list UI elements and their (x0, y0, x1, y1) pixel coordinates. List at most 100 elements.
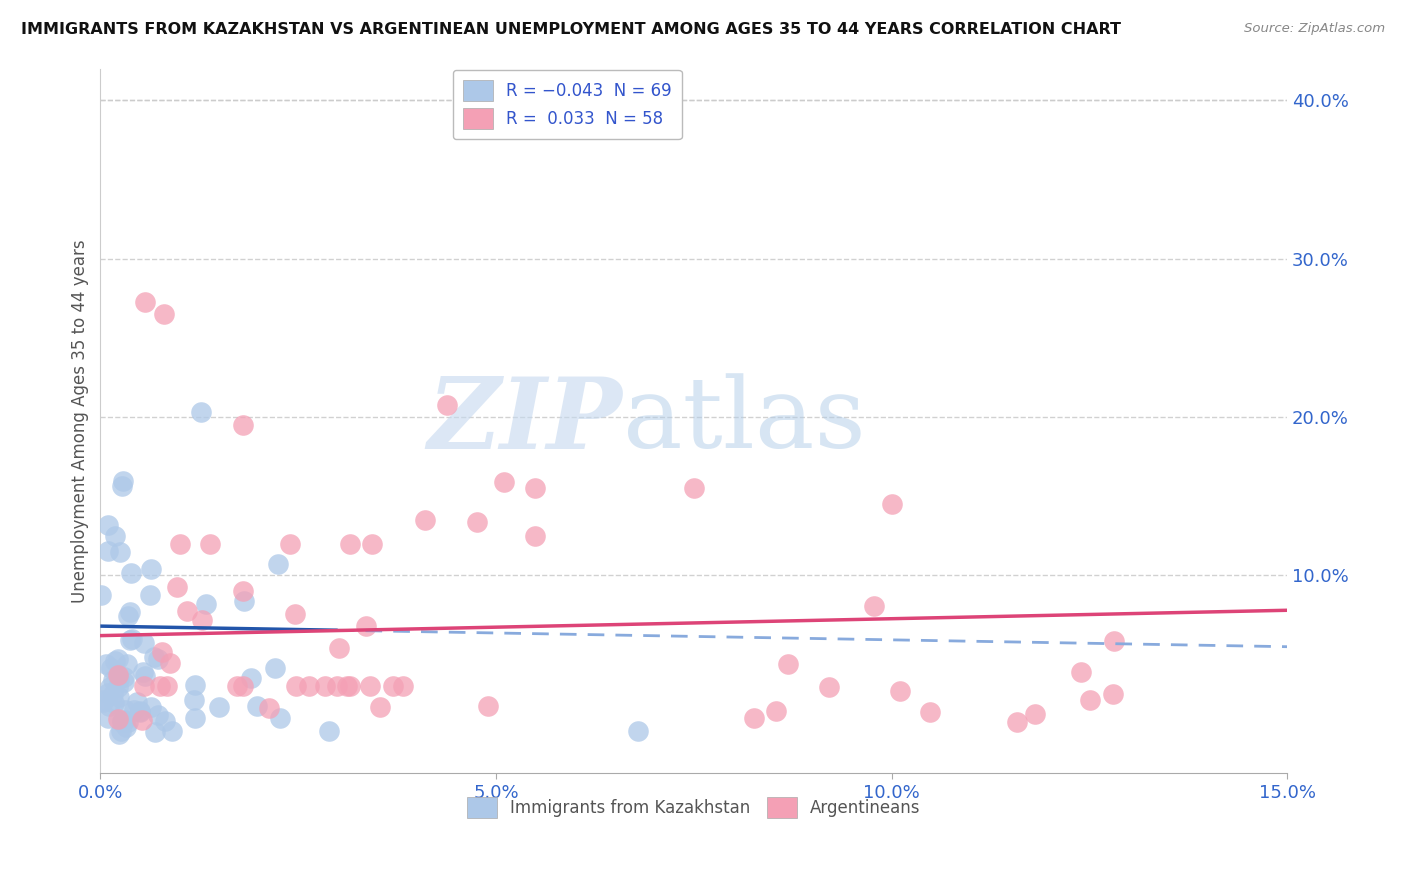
Point (183, 693, 205, 707)
Point (101, 687, 124, 701)
Point (354, 618, 377, 632)
Point (117, 714, 139, 729)
Point (121, 632, 143, 646)
Point (325, 679, 347, 693)
Point (436, 398, 458, 412)
Point (208, 700, 231, 714)
Point (524, 481, 547, 495)
Point (104, 529, 127, 543)
Point (339, 679, 361, 693)
Point (107, 652, 129, 666)
Point (98, 698, 121, 713)
Point (159, 656, 181, 670)
Point (269, 711, 291, 725)
Point (232, 679, 254, 693)
Point (91, 695, 114, 709)
Point (266, 558, 288, 572)
Point (232, 594, 254, 608)
Point (1078, 693, 1101, 707)
Point (104, 654, 127, 668)
Point (246, 698, 269, 713)
Point (880, 497, 903, 511)
Point (190, 405, 212, 419)
Point (114, 713, 136, 727)
Point (114, 703, 136, 717)
Point (149, 679, 172, 693)
Point (778, 657, 800, 672)
Point (97, 711, 120, 725)
Point (328, 641, 350, 656)
Point (162, 723, 184, 738)
Point (492, 475, 515, 490)
Point (1104, 633, 1126, 648)
Point (184, 711, 207, 725)
Point (166, 580, 188, 594)
Point (284, 607, 307, 621)
Point (232, 417, 254, 432)
Point (682, 481, 704, 495)
Point (107, 726, 129, 740)
Point (225, 679, 247, 693)
Point (132, 679, 155, 693)
Point (298, 679, 321, 693)
Point (148, 707, 170, 722)
Point (1005, 715, 1028, 730)
Point (108, 544, 131, 558)
Point (200, 537, 222, 551)
Point (129, 705, 152, 719)
Point (392, 679, 415, 693)
Point (889, 684, 911, 698)
Point (336, 679, 359, 693)
Point (191, 613, 214, 627)
Legend: Immigrants from Kazakhstan, Argentineans: Immigrants from Kazakhstan, Argentineans (460, 790, 928, 825)
Point (110, 714, 132, 729)
Point (132, 636, 155, 650)
Point (108, 690, 131, 705)
Point (742, 711, 765, 725)
Point (146, 652, 169, 666)
Point (465, 515, 488, 529)
Point (110, 724, 132, 739)
Point (139, 699, 162, 714)
Point (101, 673, 124, 687)
Point (107, 712, 129, 726)
Point (318, 723, 340, 738)
Point (257, 700, 280, 714)
Point (112, 670, 135, 684)
Point (285, 679, 308, 693)
Point (153, 714, 176, 728)
Point (765, 704, 787, 718)
Point (169, 537, 191, 551)
Point (115, 657, 138, 672)
Point (129, 704, 152, 718)
Text: atlas: atlas (623, 373, 865, 469)
Point (184, 678, 207, 692)
Point (1102, 687, 1125, 701)
Point (156, 679, 179, 693)
Point (150, 645, 173, 659)
Point (862, 599, 884, 613)
Point (361, 537, 384, 551)
Point (118, 633, 141, 648)
Point (314, 679, 336, 693)
Point (1070, 665, 1092, 679)
Point (278, 537, 301, 551)
Point (94, 657, 117, 671)
Point (91, 692, 114, 706)
Point (112, 675, 135, 690)
Point (111, 479, 134, 493)
Point (627, 723, 650, 738)
Text: IMMIGRANTS FROM KAZAKHSTAN VS ARGENTINEAN UNEMPLOYMENT AMONG AGES 35 TO 44 YEARS: IMMIGRANTS FROM KAZAKHSTAN VS ARGENTINEA… (21, 22, 1121, 37)
Point (142, 650, 165, 665)
Point (103, 696, 125, 710)
Point (413, 513, 436, 527)
Point (98, 680, 121, 694)
Point (122, 702, 145, 716)
Point (359, 679, 381, 693)
Text: ZIP: ZIP (427, 373, 623, 469)
Point (818, 680, 841, 694)
Point (477, 699, 499, 714)
Point (120, 566, 142, 581)
Point (132, 665, 155, 679)
Point (131, 713, 153, 727)
